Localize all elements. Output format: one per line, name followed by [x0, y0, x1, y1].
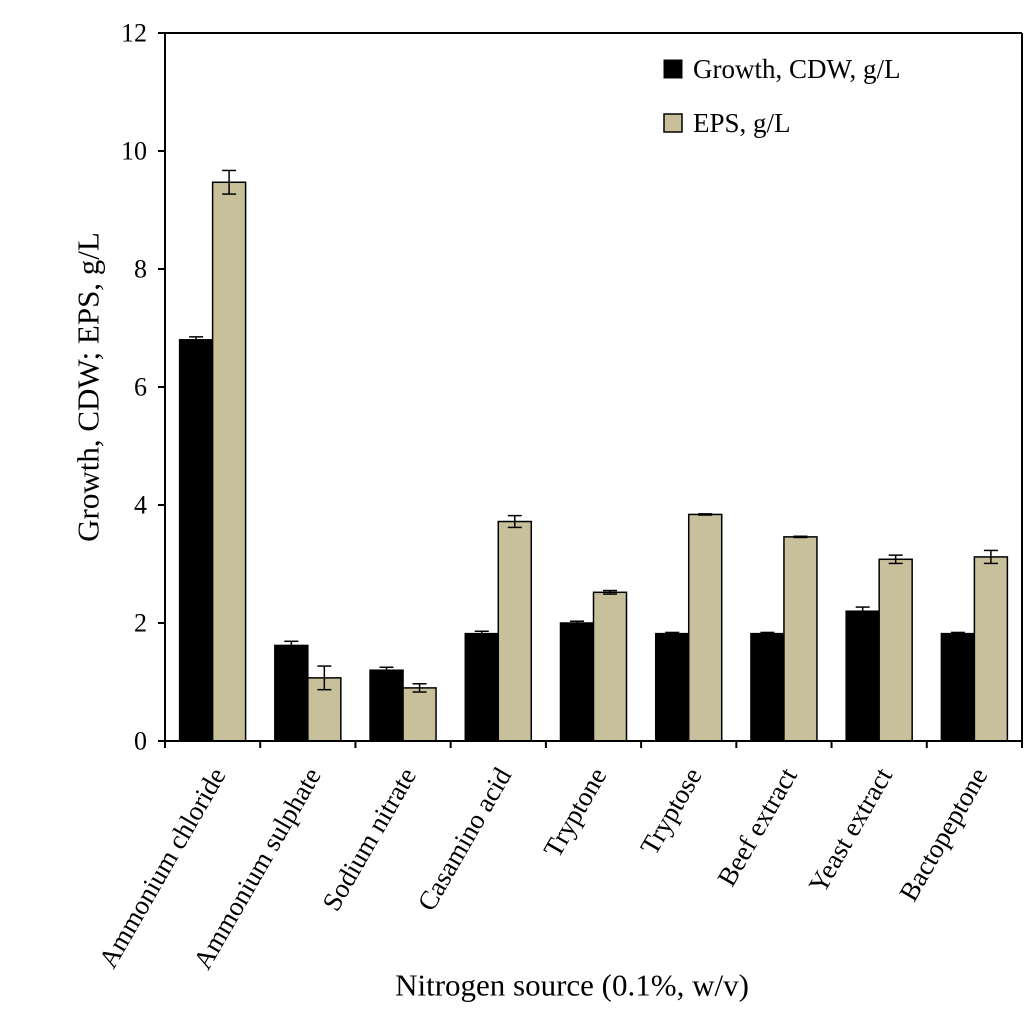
- y-tick-label: 2: [134, 609, 147, 638]
- bar-eps: [211, 181, 247, 742]
- x-category-label: Sodium nitrate: [316, 762, 422, 915]
- legend-label-eps: EPS, g/L: [693, 108, 791, 138]
- y-tick-label: 8: [134, 255, 147, 284]
- bar-eps: [592, 591, 628, 742]
- x-category-label: Casamino acid: [411, 762, 517, 916]
- x-category-label: Tryptose: [634, 762, 708, 859]
- bar-eps: [878, 558, 913, 742]
- bar-growth: [464, 632, 500, 742]
- bar-eps: [687, 513, 723, 742]
- bar-growth: [750, 632, 785, 742]
- legend-swatch-growth: [663, 59, 683, 79]
- y-ticks: 0 2 4 6 8 10 12: [121, 19, 165, 756]
- legend-swatch-eps: [663, 113, 683, 133]
- bar-eps: [973, 556, 1009, 742]
- x-category-label: Tryptone: [537, 762, 612, 862]
- y-tick-label: 6: [134, 373, 147, 402]
- bar-growth: [940, 632, 976, 742]
- legend-label-growth: Growth, CDW, g/L: [693, 54, 901, 84]
- bar-eps: [783, 536, 818, 742]
- bar-growth: [559, 622, 595, 742]
- legend: Growth, CDW, g/L EPS, g/L: [663, 54, 901, 138]
- y-tick-label: 4: [134, 491, 147, 520]
- bar-eps: [497, 520, 533, 742]
- y-tick-label: 12: [121, 19, 147, 48]
- bar-growth: [178, 339, 214, 742]
- bar-growth: [845, 610, 880, 742]
- y-tick-label: 10: [121, 137, 147, 166]
- bar-eps: [402, 687, 437, 742]
- x-category-label: Beef extract: [711, 762, 803, 891]
- x-axis-title: Nitrogen source (0.1%, w/v): [395, 968, 749, 1003]
- x-category-label: Yeast extract: [803, 762, 899, 898]
- error-bars-layer: [189, 169, 998, 693]
- bar-growth: [654, 632, 690, 742]
- x-category-label: Bactopeptone: [893, 762, 993, 906]
- bars-layer: [178, 181, 1009, 742]
- y-axis-title: Growth, CDW; EPS, g/L: [71, 232, 106, 542]
- bar-growth: [274, 644, 309, 742]
- y-tick-label: 0: [134, 727, 147, 756]
- bar-growth: [369, 669, 404, 742]
